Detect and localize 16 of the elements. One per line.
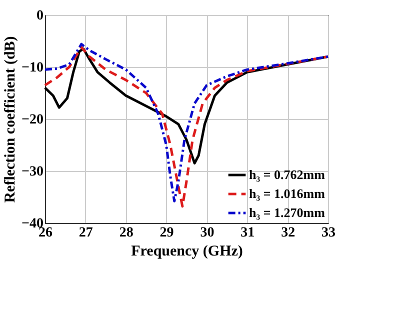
x-tick-label: 29 xyxy=(160,226,174,240)
y-tick-label: −10 xyxy=(22,60,44,76)
y-tick-label: 0 xyxy=(36,8,44,24)
legend-label: h₃ = 1.016mm xyxy=(249,186,326,201)
x-tick-label: 28 xyxy=(119,226,134,240)
x-tick-label: 31 xyxy=(240,226,255,240)
x-tick-label: 32 xyxy=(281,226,296,240)
x-axis-title: Frequency (GHz) xyxy=(131,244,243,260)
y-tick-label: −30 xyxy=(22,164,44,180)
y-tick-label: −20 xyxy=(22,112,44,128)
y-axis-title: Reflection coefficient (dB) xyxy=(2,36,19,203)
x-tick-label: 27 xyxy=(78,226,93,240)
legend-label: h₃ = 0.762mm xyxy=(249,167,326,182)
x-tick-label: 33 xyxy=(322,226,336,240)
legend-label: h₃ = 1.270mm xyxy=(249,205,326,220)
x-tick-label: 30 xyxy=(200,226,214,240)
